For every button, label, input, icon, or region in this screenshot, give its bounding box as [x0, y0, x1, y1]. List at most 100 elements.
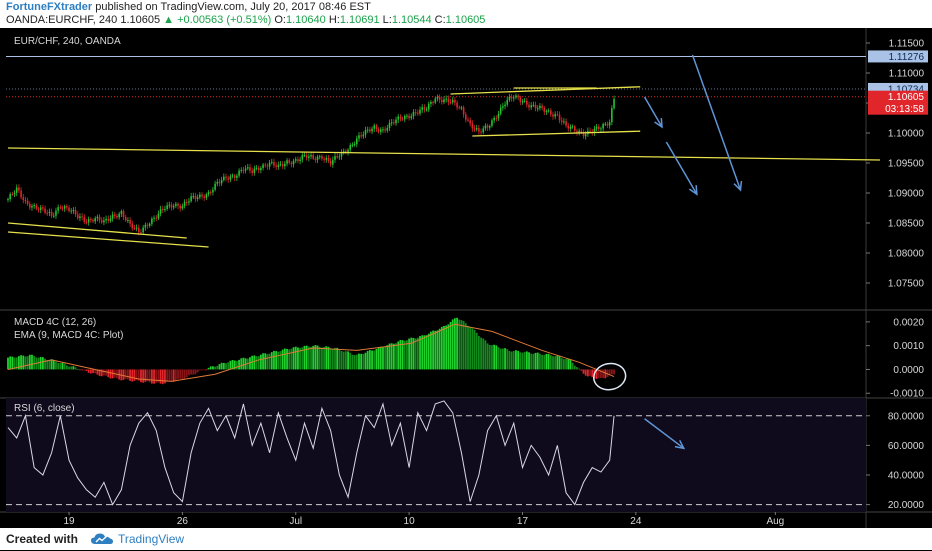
candle-body	[223, 176, 225, 181]
macd-bar	[554, 356, 557, 370]
candle-body	[465, 114, 467, 120]
candle-body	[161, 209, 164, 211]
candle-body	[212, 189, 214, 193]
macd-bar	[229, 360, 232, 370]
macd-histogram	[7, 317, 627, 391]
candle-body	[240, 169, 243, 171]
candle-body	[504, 104, 506, 107]
macd-bar	[81, 369, 84, 371]
macd-bar	[501, 348, 504, 370]
macd-bar	[314, 345, 317, 370]
candle-body	[597, 126, 600, 130]
macd-bar	[412, 337, 415, 370]
candle-body	[179, 205, 182, 209]
candle-body	[175, 203, 177, 206]
candle-body	[207, 192, 210, 195]
macd-bar	[157, 369, 160, 383]
candle-body	[556, 114, 559, 116]
macd-bar	[499, 348, 502, 370]
chart-area[interactable]: 1.115001.110001.105001.100001.095001.090…	[0, 28, 932, 528]
candle-body	[351, 144, 354, 146]
macd-bar	[203, 369, 206, 371]
candle-body	[536, 108, 539, 110]
macd-bar	[397, 341, 400, 370]
candle-body	[571, 126, 574, 128]
macd-bar	[153, 369, 155, 384]
candle-body	[347, 149, 349, 153]
macd-bar	[48, 359, 51, 370]
rsi-pane[interactable]: 80.0000 60.0000 40.0000 20.0000 RSI (6, clo…	[6, 398, 924, 512]
macd-pane[interactable]: 0.0020 0.0010 0.0000 -0.0010 MACD 4C (12, 2…	[7, 317, 924, 400]
macd-bar	[371, 350, 373, 370]
candle-body	[358, 135, 360, 139]
macd-bar	[312, 345, 315, 370]
high-label: H:	[328, 14, 340, 26]
candle-body	[578, 130, 580, 133]
macd-bar	[92, 369, 94, 374]
tradingview-brand[interactable]: TradingView	[118, 532, 185, 546]
candle-body	[24, 200, 27, 202]
macd-bar	[512, 350, 515, 370]
high-value: 1.10691	[339, 14, 380, 26]
macd-bar	[85, 369, 88, 372]
candle-body	[199, 194, 201, 198]
rsi-tick-label: 20.0000	[888, 500, 925, 511]
candle-body	[15, 187, 18, 193]
candle-body	[427, 103, 430, 110]
candle-body	[209, 192, 212, 194]
candle-body	[220, 180, 223, 184]
forecast-arrow-head	[688, 185, 698, 196]
macd-bar	[89, 369, 92, 374]
rsi-line	[6, 400, 866, 506]
macd-bar	[55, 361, 57, 370]
macd-bar	[580, 369, 583, 371]
time-tick-label: 26	[177, 516, 189, 527]
low-value: 1.10544	[391, 14, 432, 26]
forecast-arrow	[691, 54, 742, 191]
macd-bar	[61, 362, 64, 370]
candle-body	[131, 223, 134, 229]
price-pane[interactable]: 1.115001.110001.105001.100001.095001.090…	[6, 36, 928, 290]
candle-body	[386, 128, 389, 131]
candle-body	[270, 161, 273, 163]
candle-body	[336, 156, 338, 158]
candle-body	[188, 201, 190, 203]
candle-body	[371, 128, 373, 132]
candle-body	[13, 192, 16, 195]
macd-bar	[268, 353, 271, 370]
forecast-arrow	[665, 141, 698, 195]
candle-body	[421, 107, 423, 110]
macd-bar	[541, 354, 543, 370]
macd-bar	[28, 354, 31, 370]
macd-bar	[65, 365, 68, 370]
macd-bar	[384, 346, 387, 370]
trend-line	[7, 222, 187, 239]
annotation-arrows	[643, 54, 743, 196]
candle-body	[216, 181, 219, 184]
candle-body	[63, 206, 66, 209]
macd-bar	[63, 363, 66, 370]
macd-bar	[183, 369, 186, 379]
macd-bar	[266, 353, 269, 370]
candle-body	[329, 160, 332, 165]
macd-bar	[242, 357, 245, 370]
candle-body	[294, 159, 297, 161]
macd-bar	[140, 369, 142, 383]
candle-body	[42, 207, 44, 209]
candle-body	[375, 125, 378, 130]
author-name[interactable]: FortuneFXtrader	[6, 1, 93, 13]
macd-highlight-circle	[593, 362, 627, 391]
candle-body	[417, 112, 419, 114]
candle-body	[445, 98, 447, 100]
candle-body	[83, 217, 86, 222]
candle-body	[242, 169, 245, 171]
price-tick-label: 1.08500	[888, 219, 925, 230]
macd-bar	[530, 353, 533, 370]
macd-bar	[177, 369, 179, 380]
candle-body	[334, 156, 336, 160]
macd-bar	[31, 354, 33, 370]
macd-bar	[595, 369, 598, 379]
rsi-tick-label: 80.0000	[888, 411, 925, 422]
candle-body	[508, 96, 511, 100]
macd-bar	[567, 358, 570, 370]
